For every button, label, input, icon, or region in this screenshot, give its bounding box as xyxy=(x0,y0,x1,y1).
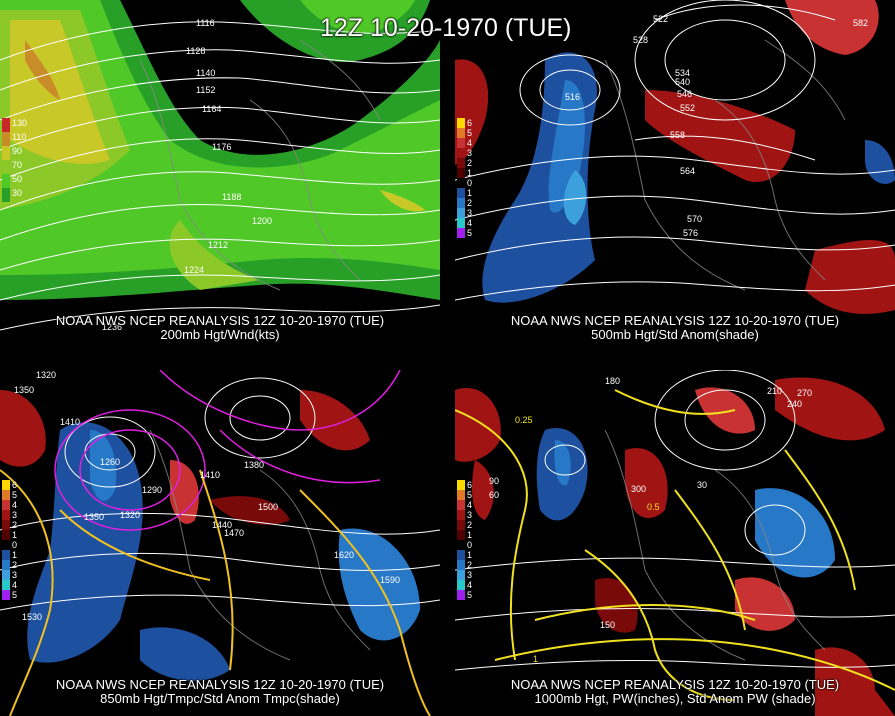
contour-label: 1380 xyxy=(244,460,264,470)
legend-entry: 130 xyxy=(2,118,27,132)
contour-label: 1152 xyxy=(196,85,215,95)
contour-label: 1 xyxy=(533,654,538,664)
legend-1000mb: 6 5 4 3 2 1 0 1 2 3 4 5 xyxy=(457,480,477,600)
contour-label: 540 xyxy=(675,77,690,87)
contour-label: 582 xyxy=(853,18,868,28)
contour-label: 1530 xyxy=(22,612,42,622)
contour-label: 1224 xyxy=(184,265,204,275)
contour-label: 576 xyxy=(683,228,698,238)
contour-label: 534 xyxy=(675,68,690,78)
caption-line2: 500mb Hgt/Std Anom(shade) xyxy=(591,327,759,342)
legend-850mb: 6 5 4 3 2 1 0 1 2 3 4 5 xyxy=(2,480,22,600)
map-1000mb: 0.25 0.5 1 180 210 240 270 300 90 60 30 … xyxy=(455,370,895,716)
contour-label: 0.25 xyxy=(515,415,533,425)
contour-label: 528 xyxy=(633,35,648,45)
contour-label: 1116 xyxy=(196,18,215,28)
contour-label: 516 xyxy=(565,92,580,102)
map-200mb: 1116 1128 1140 1152 1164 1176 1188 1200 … xyxy=(0,0,440,345)
contour-label: 1440 xyxy=(212,520,232,530)
contour-label: 1212 xyxy=(208,240,228,250)
contour-label: 150 xyxy=(600,620,615,630)
panel-500mb: 516 522 528 534 540 546 552 558 564 570 … xyxy=(455,0,895,345)
panel-caption: NOAA NWS NCEP REANALYSIS 12Z 10-20-1970 … xyxy=(0,314,440,342)
contour-label: 558 xyxy=(670,130,685,140)
contour-label: 90 xyxy=(489,476,499,486)
contour-label: 60 xyxy=(489,490,499,500)
contour-label: 270 xyxy=(797,388,812,398)
panel-850mb: 1320 1350 1410 1260 1290 1320 1350 1380 … xyxy=(0,370,440,716)
panel-caption: NOAA NWS NCEP REANALYSIS 12Z 10-20-1970 … xyxy=(0,678,440,706)
caption-line1: NOAA NWS NCEP REANALYSIS 12Z 10-20-1970 … xyxy=(55,313,385,328)
caption-line2: 850mb Hgt/Tmpc/Std Anom Tmpc(shade) xyxy=(100,691,340,706)
contour-label: 210 xyxy=(767,386,782,396)
caption-line1: NOAA NWS NCEP REANALYSIS 12Z 10-20-1970 … xyxy=(510,677,840,692)
contour-label: 1350 xyxy=(14,385,34,395)
contour-label: 1350 xyxy=(84,512,104,522)
contour-label: 570 xyxy=(687,214,702,224)
contour-label: 1236 xyxy=(102,322,122,332)
contour-label: 1164 xyxy=(202,104,221,114)
map-850mb: 1320 1350 1410 1260 1290 1320 1350 1380 … xyxy=(0,370,440,716)
contour-label: 1140 xyxy=(196,68,215,78)
contour-label: 1188 xyxy=(222,192,241,202)
contour-label: 546 xyxy=(677,89,692,99)
panel-caption: NOAA NWS NCEP REANALYSIS 12Z 10-20-1970 … xyxy=(455,678,895,706)
contour-label: 1590 xyxy=(380,575,400,585)
contour-label: 1410 xyxy=(60,417,80,427)
map-500mb: 516 522 528 534 540 546 552 558 564 570 … xyxy=(455,0,895,345)
contour-label: 1176 xyxy=(212,142,231,152)
main-title: 12Z 10-20-1970 (TUE) xyxy=(320,14,572,42)
contour-label: 1290 xyxy=(142,485,162,495)
contour-label: 300 xyxy=(631,484,646,494)
contour-label: 180 xyxy=(605,376,620,386)
legend-entry: 50 xyxy=(2,174,22,188)
contour-label: 564 xyxy=(680,166,695,176)
legend-entry: 30 xyxy=(2,188,22,202)
contour-label: 1320 xyxy=(120,510,140,520)
legend-entry: 70 xyxy=(2,160,22,174)
contour-label: 1320 xyxy=(36,370,56,380)
contour-label: 1470 xyxy=(224,528,244,538)
contour-label: 552 xyxy=(680,103,695,113)
panel-1000mb: 0.25 0.5 1 180 210 240 270 300 90 60 30 … xyxy=(455,370,895,716)
contour-label: 30 xyxy=(697,480,707,490)
legend-500mb: 6 5 4 3 2 1 0 1 2 3 4 5 xyxy=(457,118,477,238)
panel-caption: NOAA NWS NCEP REANALYSIS 12Z 10-20-1970 … xyxy=(455,314,895,342)
caption-line2: 200mb Hgt/Wnd(kts) xyxy=(160,327,280,342)
caption-line1: NOAA NWS NCEP REANALYSIS 12Z 10-20-1970 … xyxy=(55,677,385,692)
contour-label: 1200 xyxy=(252,216,272,226)
caption-line1: NOAA NWS NCEP REANALYSIS 12Z 10-20-1970 … xyxy=(510,313,840,328)
contour-label: 1260 xyxy=(100,457,120,467)
contour-label: 240 xyxy=(787,399,802,409)
legend-200mb: 130 110 90 70 50 30 xyxy=(2,118,27,202)
contour-label: 1500 xyxy=(258,502,278,512)
legend-entry: 90 xyxy=(2,146,22,160)
caption-line2: 1000mb Hgt, PW(inches), Std Anom PW (sha… xyxy=(534,691,816,706)
contour-label: 1410 xyxy=(200,470,220,480)
contour-label: 1620 xyxy=(334,550,354,560)
panel-200mb: 1116 1128 1140 1152 1164 1176 1188 1200 … xyxy=(0,0,440,345)
contour-label: 522 xyxy=(653,14,668,24)
contour-label: 0.5 xyxy=(647,502,660,512)
legend-entry: 110 xyxy=(2,132,26,146)
contour-label: 1128 xyxy=(186,46,205,56)
